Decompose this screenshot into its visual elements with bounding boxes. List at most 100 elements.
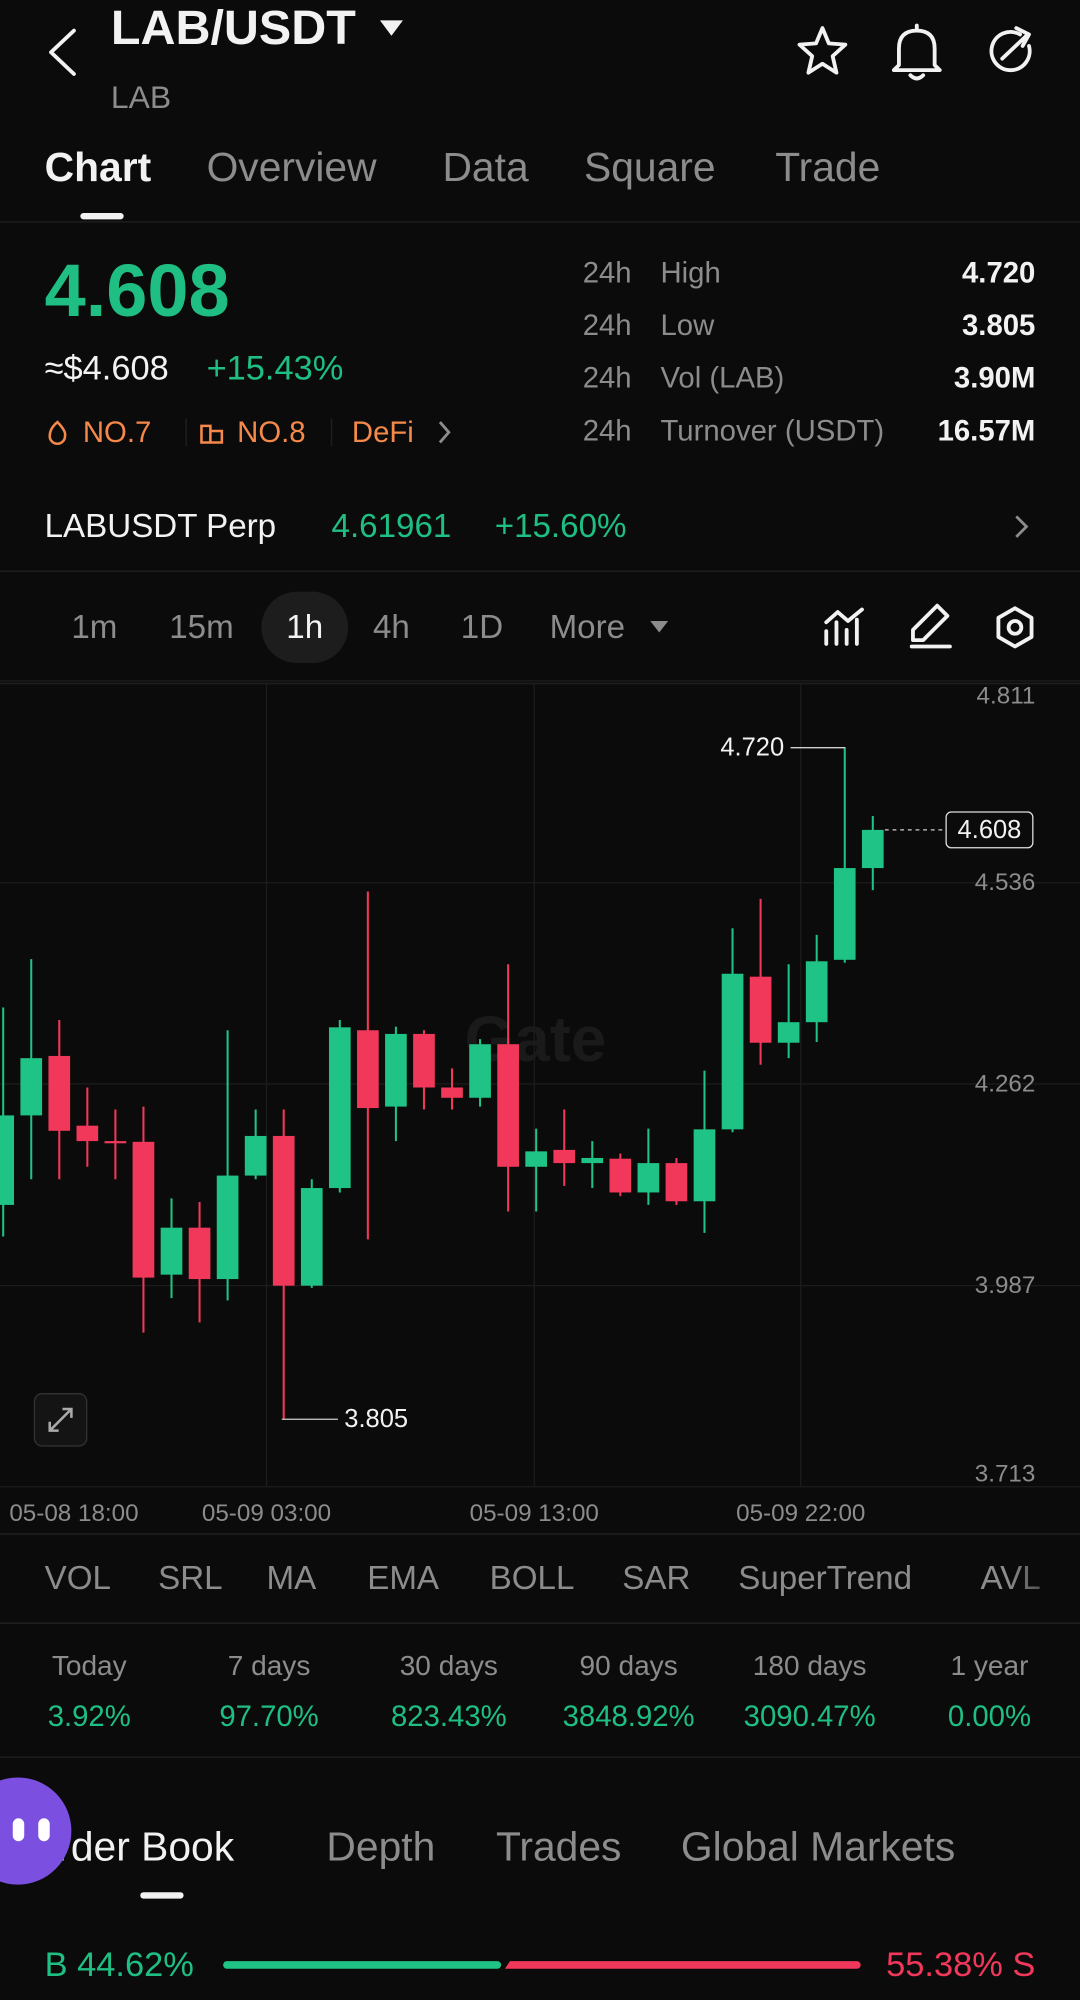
chevron: [438, 421, 451, 444]
share-icon[interactable]: [989, 26, 1032, 73]
alert-icon[interactable]: [891, 23, 942, 81]
assistant-eye: [38, 1818, 50, 1842]
candle-body: [833, 868, 856, 960]
period-change: 3090.47%: [744, 1700, 876, 1733]
indicator[interactable]: MA: [266, 1560, 317, 1597]
perp-change: +15.60%: [495, 508, 627, 545]
price-change: +15.43%: [207, 350, 344, 388]
pair-dropdown[interactable]: [379, 20, 403, 36]
stat-label: Vol (LAB): [660, 362, 784, 395]
period-label: 180 days: [753, 1650, 867, 1681]
chevron[interactable]: [1015, 515, 1029, 538]
candle-body: [328, 1027, 351, 1189]
tab[interactable]: Overview: [207, 144, 378, 190]
assistant-eye: [12, 1818, 25, 1842]
stat-period: 24h: [583, 362, 632, 395]
indicator[interactable]: SuperTrend: [738, 1560, 912, 1597]
candle-body: [76, 1125, 99, 1142]
perp-name[interactable]: LABUSDT Perp: [45, 508, 276, 545]
pair-subtitle: LAB: [111, 79, 171, 115]
tab[interactable]: Chart: [45, 144, 152, 190]
more-dropdown[interactable]: [650, 620, 669, 633]
stats: 24h High 4.720 24h Low 3.805 24h Vol (LAB) 3.90M…: [583, 256, 1036, 447]
candle-body: [497, 1044, 519, 1167]
sector-tag[interactable]: DeFi: [352, 416, 414, 449]
draw-icon[interactable]: [909, 603, 952, 649]
candle-body: [749, 976, 772, 1043]
indicator[interactable]: VOL: [45, 1560, 111, 1597]
stat-period: 24h: [583, 256, 632, 289]
candle-body: [693, 1129, 716, 1202]
indicator[interactable]: SRL: [158, 1560, 222, 1597]
x-tick-label: 05-09 13:00: [470, 1500, 599, 1527]
candle-body: [525, 1151, 548, 1167]
candle-body: [413, 1033, 435, 1088]
indicator-icon[interactable]: [824, 607, 864, 646]
timeframe-more[interactable]: More: [550, 609, 626, 646]
low-marker-label: 3.805: [344, 1405, 408, 1433]
indicator[interactable]: BOLL: [490, 1560, 575, 1597]
performance: Today 3.92% 7 days 97.70% 30 days 823.43% 90 d…: [48, 1650, 1031, 1733]
stat-period: 24h: [583, 414, 632, 447]
stat-value: 4.720: [962, 256, 1035, 289]
tab[interactable]: Trade: [775, 144, 880, 190]
tab-indicator: [140, 1892, 184, 1899]
candle-body: [721, 973, 744, 1130]
x-tick-label: 05-09 22:00: [736, 1500, 865, 1527]
period-label: 30 days: [400, 1650, 498, 1681]
indicator[interactable]: SAR: [622, 1560, 690, 1597]
rank-tag[interactable]: NO.8: [237, 416, 305, 449]
indicator[interactable]: EMA: [367, 1560, 440, 1597]
settings-icon[interactable]: [996, 606, 1034, 649]
candle-body: [441, 1087, 463, 1098]
candle-body: [188, 1227, 211, 1280]
buy-ratio: B 44.62%: [45, 1946, 194, 1984]
stat-label: High: [660, 256, 720, 289]
timeframe[interactable]: 1D: [461, 609, 503, 646]
candle-body: [20, 1058, 43, 1116]
tab[interactable]: Data: [442, 144, 528, 190]
period-change: 97.70%: [219, 1700, 318, 1733]
timeframe[interactable]: 1m: [71, 609, 117, 646]
candle-body: [160, 1227, 183, 1275]
candle-body: [609, 1158, 632, 1193]
rank-tag[interactable]: NO.7: [83, 416, 151, 449]
book-tab[interactable]: Depth: [326, 1823, 435, 1869]
settings-icon-core: [1006, 619, 1024, 636]
assistant-button[interactable]: [0, 1777, 72, 1885]
candle-body: [0, 1115, 15, 1205]
period-label: Today: [52, 1650, 127, 1681]
candle-body: [665, 1163, 688, 1202]
stat-value: 16.57M: [938, 414, 1036, 447]
book-tab[interactable]: Trades: [496, 1823, 621, 1869]
usd-price: ≈$4.608: [45, 350, 169, 388]
candle-body: [385, 1033, 407, 1107]
y-tick-label: 3.713: [975, 1461, 1036, 1488]
candle-body: [861, 829, 884, 869]
timeframe[interactable]: 15m: [169, 609, 233, 646]
timeframe[interactable]: 4h: [373, 609, 410, 646]
back-button[interactable]: [49, 28, 76, 76]
pair-title[interactable]: LAB/USDT: [111, 1, 356, 55]
candle-body: [272, 1135, 295, 1286]
period-change: 823.43%: [391, 1700, 507, 1733]
period-change: 3848.92%: [563, 1700, 695, 1733]
stat-value: 3.805: [962, 309, 1035, 342]
stat-period: 24h: [583, 309, 632, 342]
timeframe[interactable]: 1h: [286, 609, 323, 646]
favorite-icon[interactable]: [797, 26, 848, 75]
rank-icon: [200, 424, 224, 444]
candle-body: [581, 1157, 604, 1164]
period-label: 90 days: [580, 1650, 678, 1681]
book-tab[interactable]: Global Markets: [681, 1823, 955, 1869]
y-tick-label: 4.811: [977, 683, 1036, 710]
high-marker-label: 4.720: [720, 734, 784, 762]
stat-label: Turnover (USDT): [660, 414, 884, 447]
tab[interactable]: Square: [584, 144, 716, 190]
candle-body: [469, 1044, 491, 1098]
expand-icon: [48, 1407, 73, 1432]
period-change: 0.00%: [948, 1700, 1031, 1733]
current-price-box: [945, 811, 1034, 849]
x-tick-label: 05-08 18:00: [9, 1500, 138, 1527]
